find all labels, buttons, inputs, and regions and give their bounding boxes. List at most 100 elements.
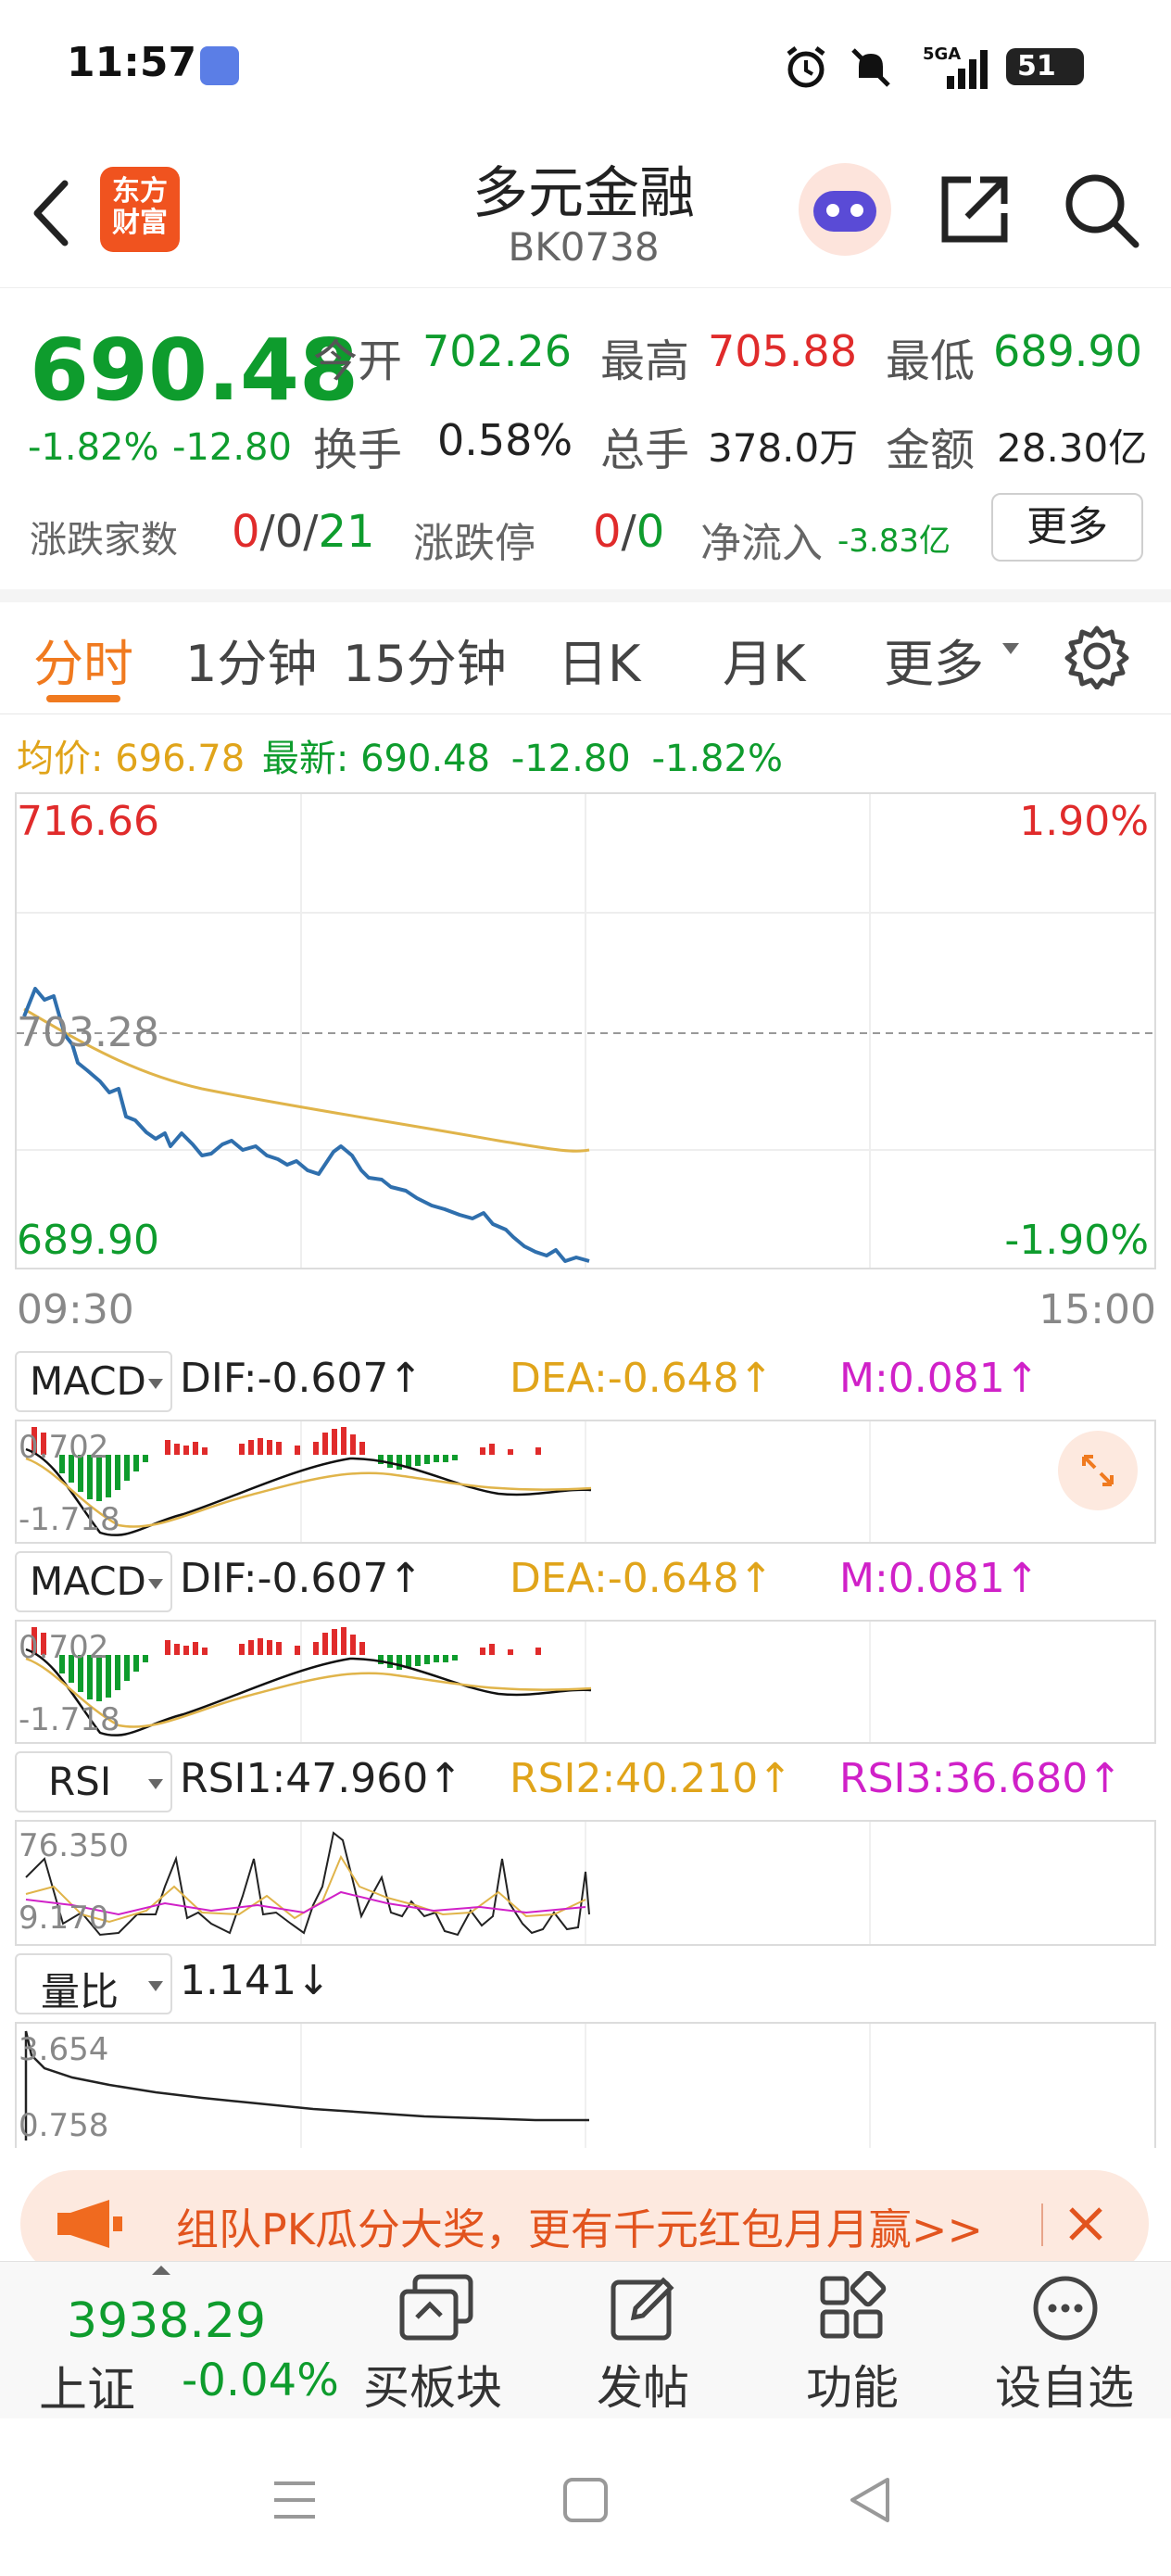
macd2-y-top-label: 0.702 [19, 1629, 109, 1666]
share-icon[interactable] [936, 170, 1014, 248]
macd1-chart[interactable]: 0.702 -1.718 [15, 1420, 1156, 1544]
macd2-selector[interactable]: MACD [15, 1551, 172, 1612]
volume-ratio-chart[interactable]: 3.654 0.758 [15, 2022, 1156, 2148]
intraday-chart-svg [17, 794, 1154, 1268]
macd2-m: M:0.081↑ [839, 1555, 1039, 1602]
function-label: 功能 [806, 2361, 899, 2415]
function-grid-icon [820, 2271, 887, 2339]
buy-sector-button[interactable]: 买板块 [358, 2262, 515, 2419]
amount-label: 金额 [886, 424, 976, 476]
promo-banner[interactable]: 组队PK瓜分大奖，更有千元红包月月赢>> [20, 2170, 1149, 2278]
turnover-label: 换手 [313, 424, 403, 476]
change-value: -12.80 [172, 426, 292, 469]
turnover-value: 0.58% [437, 415, 573, 465]
app-logo: 东方 财富 [100, 167, 180, 252]
intraday-summary-line: 均价: 696.78 最新: 690.48 -12.80 -1.82% [17, 728, 783, 782]
macd1-chart-svg [25, 1421, 871, 1542]
tab-intraday[interactable]: 分时 [33, 635, 133, 693]
app-notification-icon [200, 46, 239, 85]
high-label: 最高 [600, 335, 690, 387]
tab-daily[interactable]: 日K [558, 635, 641, 693]
status-bar: 11:57 5GA 51 [0, 0, 1171, 139]
tab-1min[interactable]: 1分钟 [185, 635, 318, 693]
rsi-y-bottom-label: 9.170 [19, 1900, 109, 1937]
edit-post-icon [611, 2277, 674, 2341]
price-line [22, 987, 590, 1263]
buy-sector-label: 买板块 [363, 2361, 502, 2415]
page-title: 多元金融 [472, 161, 695, 226]
tab-monthly[interactable]: 月K [723, 635, 806, 693]
volume-ratio-selector-label: 量比 [41, 1969, 120, 2014]
banner-divider [1041, 2203, 1043, 2246]
change-percent: -1.82% [28, 426, 159, 469]
intraday-chart[interactable]: 716.66 703.28 689.90 1.90% -1.90% [15, 792, 1156, 1269]
more-button[interactable]: 更多 [991, 493, 1143, 562]
expand-chart-icon[interactable] [1058, 1431, 1138, 1510]
network-type: 5GA [923, 44, 962, 64]
macd1-y-bottom-label: -1.718 [19, 1501, 120, 1538]
nav-header: 东方 财富 多元金融 BK0738 [0, 139, 1171, 288]
tab-15min[interactable]: 15分钟 [343, 635, 507, 693]
latest-change: -12.80 [510, 738, 631, 780]
macd1-selector-label: MACD [30, 1358, 146, 1404]
macd2-selector-label: MACD [30, 1559, 146, 1604]
add-watchlist-button[interactable]: 设自选 [986, 2262, 1152, 2419]
macd1-y-top-label: 0.702 [19, 1429, 109, 1466]
rsi-selector[interactable]: RSI [15, 1751, 172, 1812]
limit-values: 0/0 [593, 506, 665, 558]
mute-icon [851, 48, 890, 87]
rsi1-value: RSI1:47.960↑ [180, 1755, 463, 1802]
index-name: 上证 [39, 2363, 136, 2418]
function-button[interactable]: 功能 [778, 2262, 926, 2419]
quote-summary: 690.48 -1.82% -12.80 今开 702.26 最高 705.88… [0, 287, 1171, 602]
rsi-chart[interactable]: 76.350 9.170 [15, 1820, 1156, 1946]
signal-icon [947, 50, 988, 89]
netflow-value: -3.83亿 [837, 523, 951, 560]
time-start-label: 09:30 [17, 1286, 134, 1333]
assistant-robot-icon[interactable] [799, 163, 891, 256]
tab-more[interactable]: 更多 [884, 635, 984, 693]
open-value: 702.26 [422, 326, 572, 376]
tab-more-dropdown-icon [1002, 643, 1019, 654]
macd2-dea: DEA:-0.648↑ [510, 1555, 774, 1602]
rsi-selector-label: RSI [48, 1759, 112, 1804]
close-banner-icon[interactable] [1064, 2202, 1108, 2246]
amount-value: 28.30亿 [997, 425, 1148, 471]
high-value: 705.88 [708, 326, 857, 376]
index-value: 3938.29 [67, 2293, 267, 2349]
logo-line-1: 东方 [112, 175, 168, 208]
post-button[interactable]: 发帖 [569, 2262, 717, 2419]
back-arrow-icon[interactable] [28, 176, 74, 250]
recent-apps-icon[interactable] [269, 2474, 321, 2526]
y-axis-min-label: 689.90 [17, 1217, 159, 1264]
rsi3-value: RSI3:36.680↑ [839, 1755, 1123, 1802]
volume-ratio-value: 1.141↓ [180, 1957, 331, 2004]
home-icon[interactable] [560, 2474, 611, 2526]
battery-level: 51 [1017, 50, 1056, 82]
macd2-dropdown-icon [148, 1579, 163, 1589]
promo-banner-text: 组队PK瓜分大奖，更有千元红包月月赢>> [176, 2204, 983, 2254]
index-widget[interactable]: 3938.29 上证 -0.04% [0, 2262, 352, 2419]
alarm-icon [787, 46, 825, 88]
volume-ratio-y-bottom-label: 0.758 [19, 2107, 109, 2144]
latest-label: 最新: [261, 738, 349, 780]
volume-ratio-selector[interactable]: 量比 [15, 1953, 172, 2014]
search-icon[interactable] [1062, 170, 1140, 248]
macd1-selector[interactable]: MACD [15, 1351, 172, 1412]
rsi-chart-svg [25, 1822, 871, 1944]
latest-percent: -1.82% [651, 738, 783, 780]
limit-down: 0 [636, 506, 665, 558]
rsi-dropdown-icon [148, 1779, 163, 1789]
settings-gear-icon[interactable] [1064, 623, 1130, 689]
macd1-dea: DEA:-0.648↑ [510, 1355, 774, 1402]
post-label: 发帖 [597, 2361, 689, 2415]
macd2-chart[interactable]: 0.702 -1.718 [15, 1620, 1156, 1744]
avg-value: 696.78 [115, 738, 246, 780]
volume-ratio-chart-svg [24, 2024, 871, 2148]
y-axis-max-label: 716.66 [17, 798, 159, 845]
low-value: 689.90 [993, 326, 1142, 376]
back-nav-icon[interactable] [845, 2474, 897, 2526]
volume-ratio-dropdown-icon [148, 1981, 163, 1991]
battery-icon: 51 [1006, 48, 1084, 85]
latest-value: 690.48 [360, 738, 491, 780]
